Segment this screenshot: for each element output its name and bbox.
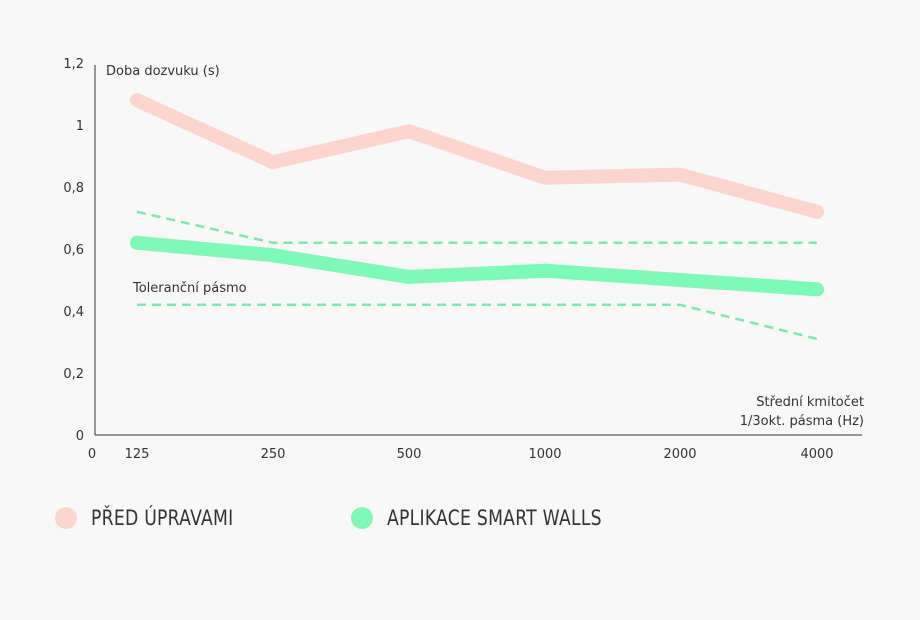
series-point-before xyxy=(810,204,824,219)
series-point-smart-walls xyxy=(538,263,552,278)
y-tick-label: 0,8 xyxy=(63,181,84,196)
series-line-before xyxy=(130,93,824,219)
x-tick-label: 0 xyxy=(88,447,96,462)
y-tick-label: 0 xyxy=(76,429,84,444)
tolerance-upper-line xyxy=(136,210,817,245)
series-point-before xyxy=(130,93,144,108)
legend-swatch-before xyxy=(55,507,77,529)
y-tick-label: 1,2 xyxy=(63,57,84,72)
legend-label-before: PŘED ÚPRAVAMI xyxy=(91,506,234,530)
x-tick-label: 1000 xyxy=(528,447,561,462)
y-axis-label: Doba dozvuku (s) xyxy=(106,64,220,79)
tolerance-band-label: Toleranční pásmo xyxy=(132,281,247,296)
x-axis-label-line2: 1/3okt. pásma (Hz) xyxy=(740,414,864,429)
series-line-smart-walls xyxy=(130,235,824,297)
series-point-before xyxy=(673,167,687,182)
legend-swatch-smart-walls xyxy=(350,507,373,529)
series-point-smart-walls xyxy=(130,235,144,250)
y-tick-label: 0,6 xyxy=(63,243,84,258)
legend: PŘED ÚPRAVAMI APLIKACE SMART WALLS xyxy=(55,503,735,533)
series-point-smart-walls xyxy=(673,273,687,287)
x-tick-label: 2000 xyxy=(663,447,696,462)
y-tick-label: 0,2 xyxy=(63,367,84,382)
series-point-smart-walls xyxy=(266,248,280,263)
legend-item-smart-walls: APLIKACE SMART WALLS xyxy=(350,506,649,530)
reverberation-chart: 00,20,40,60,811,20 125 250 500 1000 2000 4000 … xyxy=(63,57,864,462)
tolerance-lower-line xyxy=(137,303,818,341)
legend-label-smart-walls: APLIKACE SMART WALLS xyxy=(386,506,602,530)
x-tick-label: 4000 xyxy=(800,447,833,462)
series-point-before xyxy=(266,155,280,170)
y-tick-label: 0,4 xyxy=(63,305,84,320)
y-tick-label: 1 xyxy=(76,119,84,134)
x-axis-label-line1: Střední kmitočet xyxy=(756,395,864,410)
x-tick-label: 500 xyxy=(397,447,422,462)
series-point-smart-walls xyxy=(402,269,416,284)
x-tick-label: 250 xyxy=(261,447,286,462)
series-point-before xyxy=(538,170,552,185)
series-point-smart-walls xyxy=(810,282,824,297)
x-tick-label: 125 xyxy=(125,447,150,462)
legend-item-before: PŘED ÚPRAVAMI xyxy=(55,506,265,530)
series-point-before xyxy=(402,124,416,139)
